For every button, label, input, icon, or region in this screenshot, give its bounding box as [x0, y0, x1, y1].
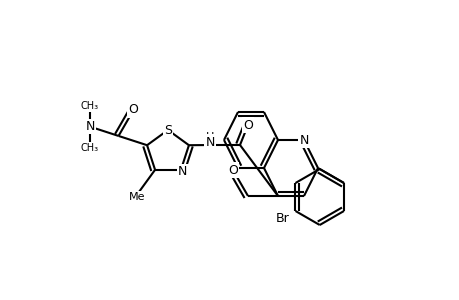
Text: N: N	[299, 134, 308, 146]
Text: Me: Me	[129, 192, 146, 202]
Text: Br: Br	[275, 212, 289, 225]
Text: N: N	[85, 120, 95, 133]
Text: O: O	[228, 164, 237, 176]
Text: O: O	[242, 118, 252, 131]
Text: N: N	[205, 136, 214, 148]
Text: N: N	[178, 165, 187, 178]
Text: S: S	[164, 124, 172, 136]
Text: H: H	[205, 132, 214, 142]
Text: O: O	[129, 103, 138, 116]
Text: CH₃: CH₃	[81, 143, 99, 153]
Text: CH₃: CH₃	[81, 101, 99, 111]
